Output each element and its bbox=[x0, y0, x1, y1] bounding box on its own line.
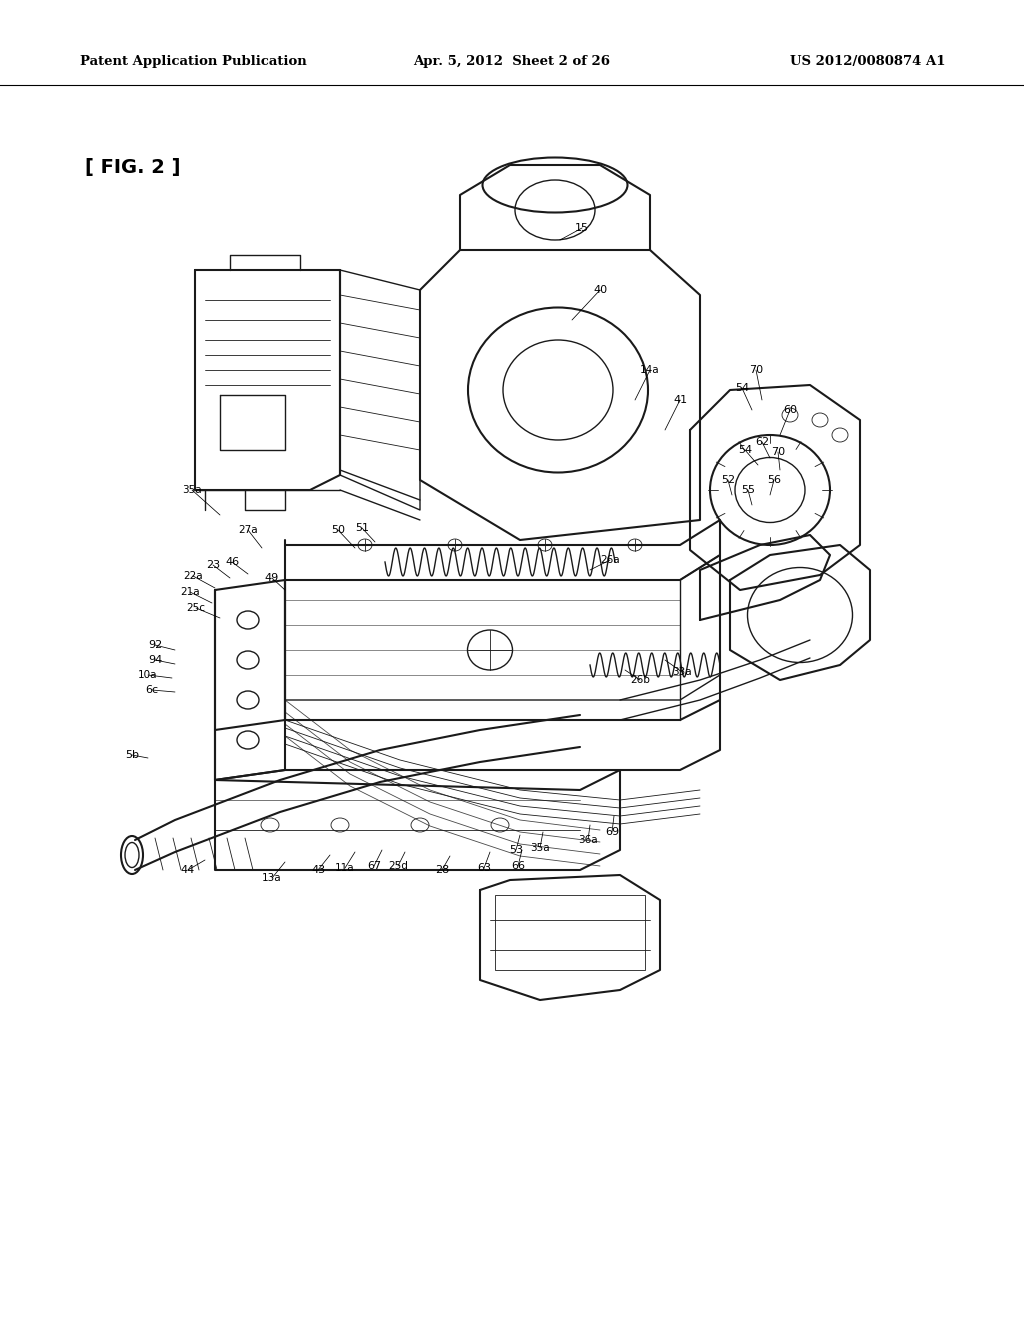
Text: 14a: 14a bbox=[640, 366, 659, 375]
Text: 69: 69 bbox=[605, 828, 620, 837]
Text: 56: 56 bbox=[767, 475, 781, 484]
Text: 35a: 35a bbox=[530, 843, 550, 853]
Text: 25c: 25c bbox=[186, 603, 206, 612]
Text: 49: 49 bbox=[265, 573, 280, 583]
Text: 70: 70 bbox=[749, 366, 763, 375]
Text: 53: 53 bbox=[509, 845, 523, 855]
Text: 23: 23 bbox=[206, 560, 220, 570]
Text: 26a: 26a bbox=[600, 554, 620, 565]
Text: 63: 63 bbox=[477, 863, 490, 873]
Text: [ FIG. 2 ]: [ FIG. 2 ] bbox=[85, 158, 180, 177]
Text: 54: 54 bbox=[738, 445, 752, 455]
Text: 11a: 11a bbox=[335, 863, 354, 873]
Text: 52: 52 bbox=[721, 475, 735, 484]
Text: 51: 51 bbox=[355, 523, 369, 533]
Text: 10a: 10a bbox=[138, 671, 158, 680]
Text: 70: 70 bbox=[771, 447, 785, 457]
Text: 92: 92 bbox=[147, 640, 162, 649]
Text: 94: 94 bbox=[147, 655, 162, 665]
Text: 54: 54 bbox=[735, 383, 750, 393]
Text: 25d: 25d bbox=[388, 861, 408, 871]
Text: 67: 67 bbox=[367, 861, 381, 871]
Text: 27a: 27a bbox=[239, 525, 258, 535]
Bar bbox=[495, 895, 645, 970]
Text: 28: 28 bbox=[435, 865, 450, 875]
Text: 55: 55 bbox=[741, 484, 755, 495]
Text: US 2012/0080874 A1: US 2012/0080874 A1 bbox=[790, 55, 945, 69]
Text: 13a: 13a bbox=[262, 873, 282, 883]
Text: 35a: 35a bbox=[182, 484, 202, 495]
Text: 36a: 36a bbox=[579, 836, 598, 845]
Text: 44: 44 bbox=[181, 865, 196, 875]
Text: 15: 15 bbox=[575, 223, 589, 234]
Text: Apr. 5, 2012  Sheet 2 of 26: Apr. 5, 2012 Sheet 2 of 26 bbox=[414, 55, 610, 69]
Text: 6c: 6c bbox=[145, 685, 159, 696]
Text: 21a: 21a bbox=[180, 587, 200, 597]
Text: 26b: 26b bbox=[630, 675, 650, 685]
Text: 60: 60 bbox=[783, 405, 797, 414]
Text: 5b: 5b bbox=[125, 750, 139, 760]
Text: 50: 50 bbox=[331, 525, 345, 535]
Text: 40: 40 bbox=[593, 285, 607, 294]
Text: 33a: 33a bbox=[672, 667, 692, 677]
Text: Patent Application Publication: Patent Application Publication bbox=[80, 55, 307, 69]
Text: 43: 43 bbox=[311, 865, 325, 875]
Text: 46: 46 bbox=[225, 557, 239, 568]
Text: 41: 41 bbox=[673, 395, 687, 405]
Text: 66: 66 bbox=[511, 861, 525, 871]
Text: 62: 62 bbox=[755, 437, 769, 447]
Text: 22a: 22a bbox=[183, 572, 203, 581]
